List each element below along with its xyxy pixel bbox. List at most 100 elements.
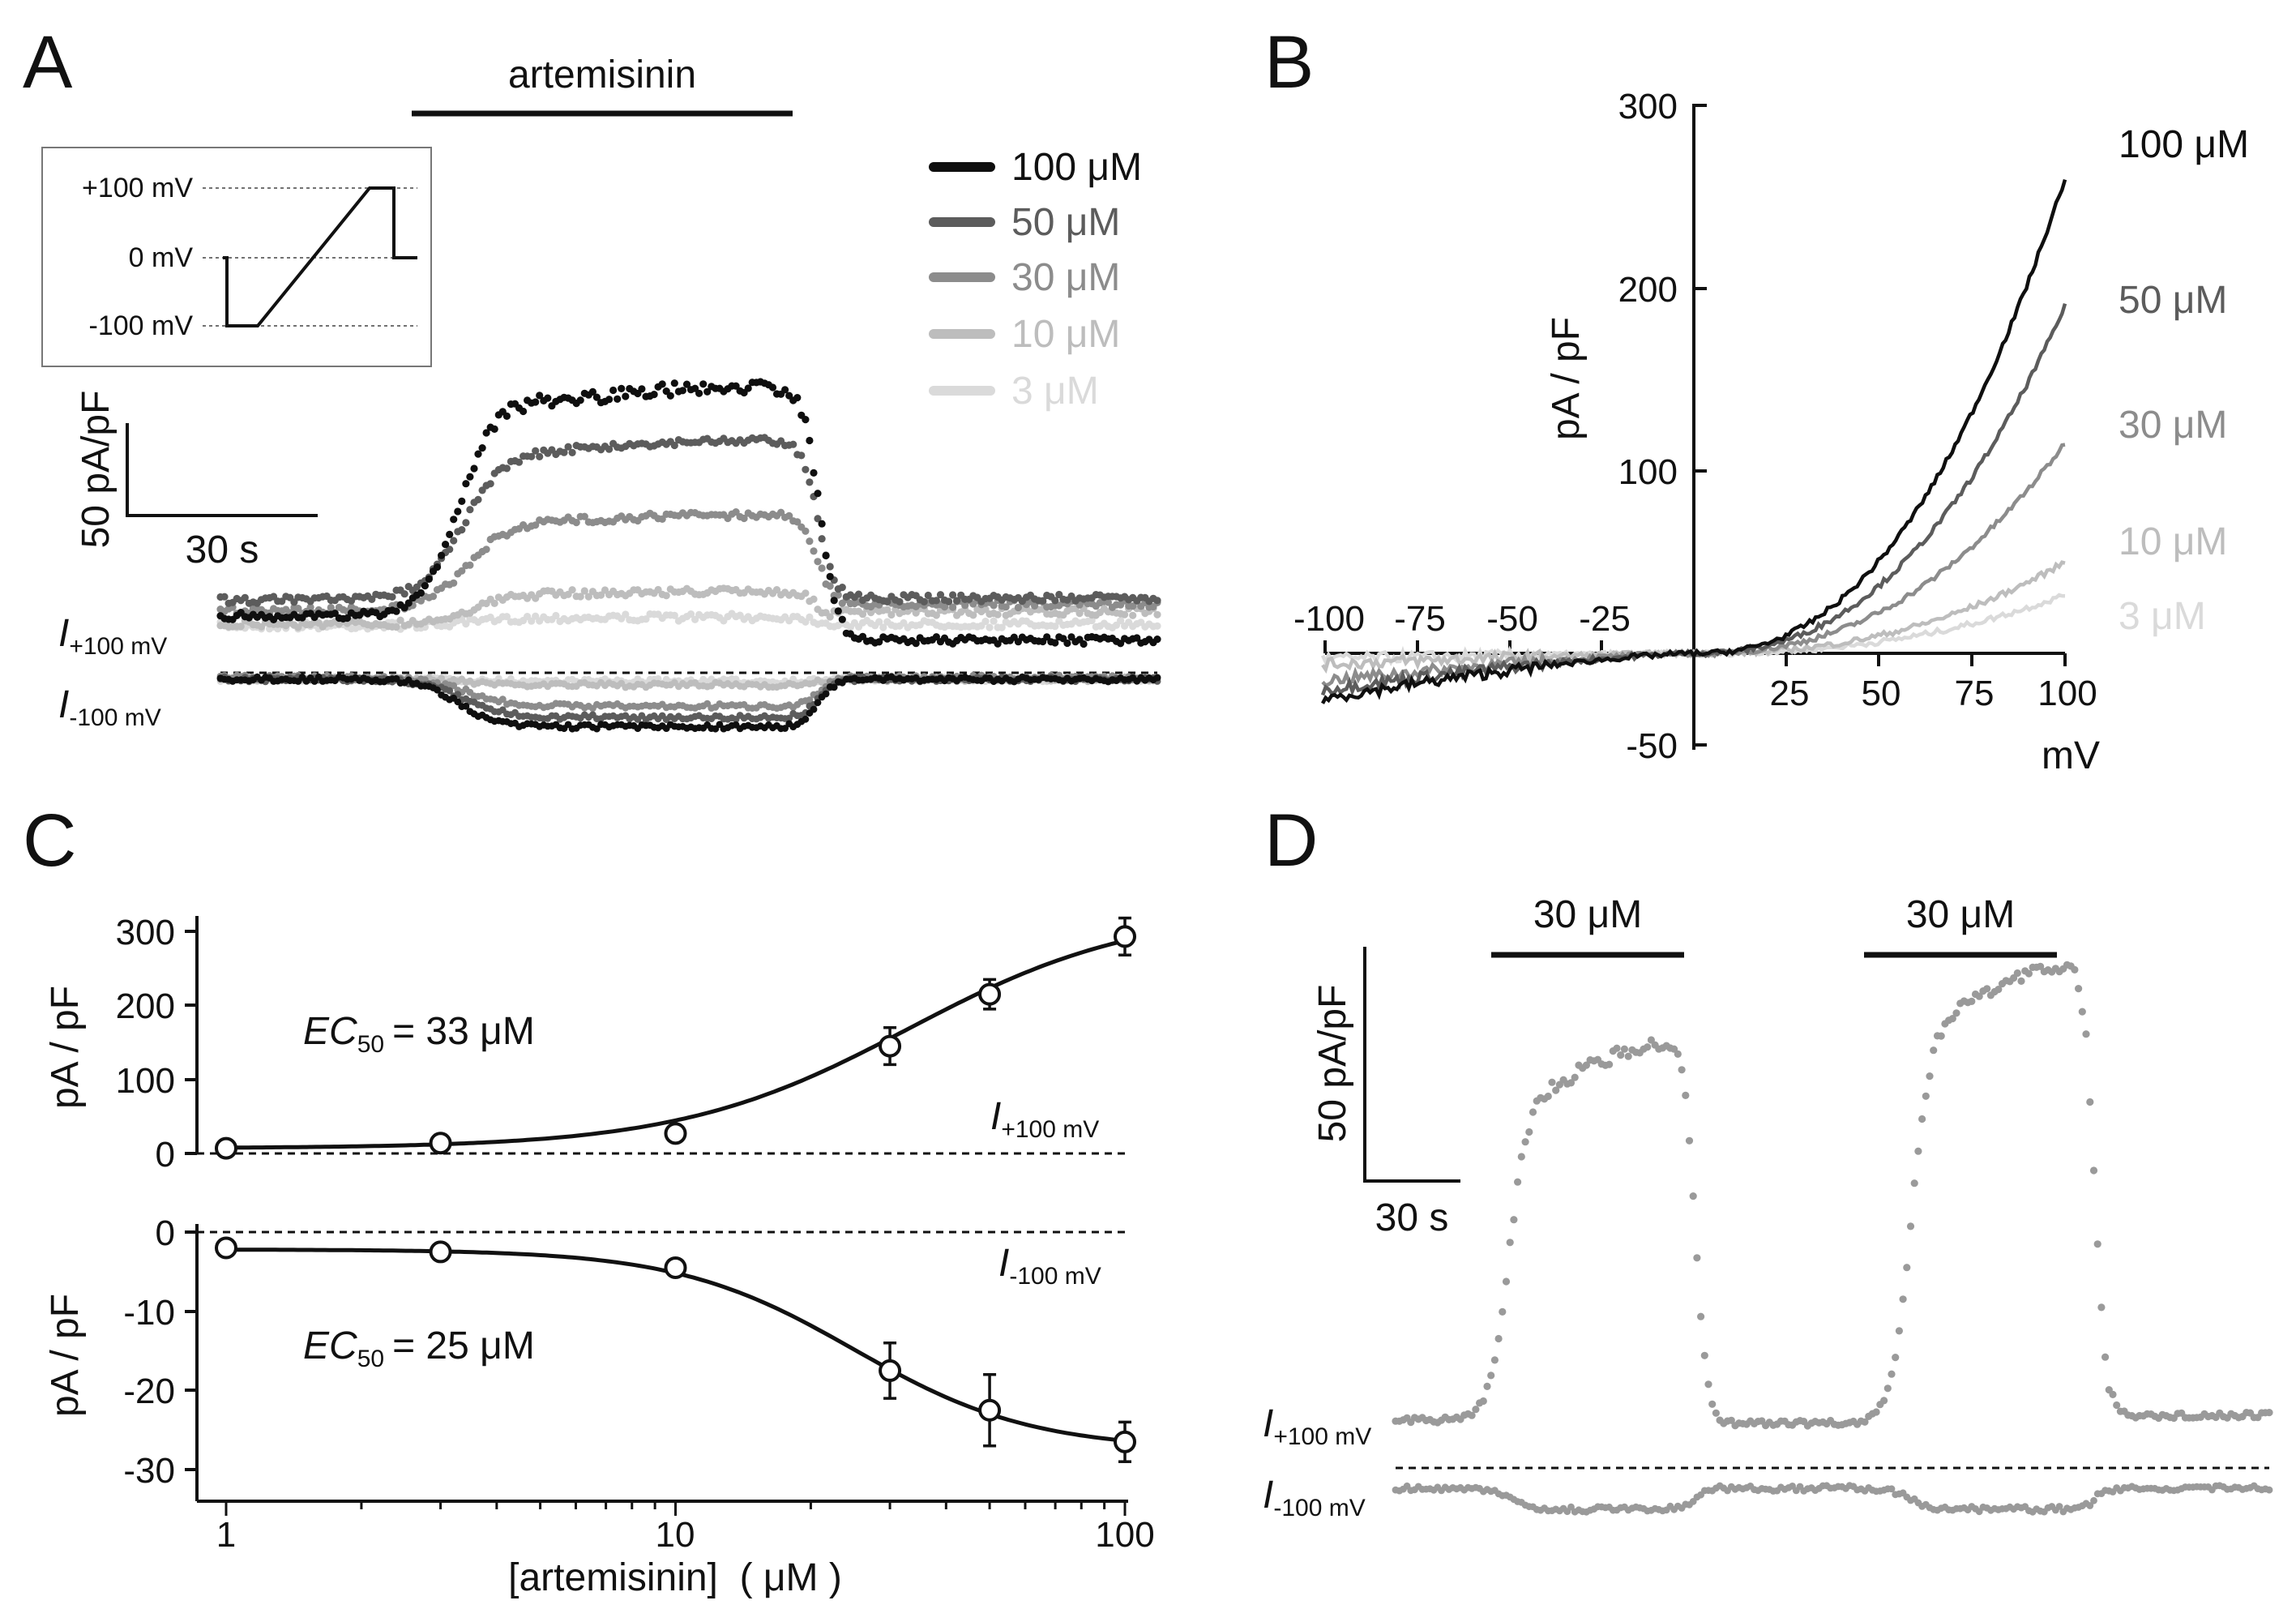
d-point-pos [1689, 1192, 1697, 1200]
a-point-pos-10 [858, 610, 867, 618]
c-top-point [978, 982, 1002, 1006]
d-point-pos [2037, 962, 2045, 970]
d-point-pos [1872, 1408, 1880, 1416]
a-point-pos-50 [466, 506, 474, 514]
c-dose-response-marks [215, 916, 1136, 1463]
d-point-pos [1892, 1354, 1900, 1362]
a-point-pos-3 [986, 623, 994, 631]
a-point-pos-100 [490, 425, 498, 434]
c-top-point [879, 1034, 902, 1058]
a-point-pos-10 [969, 611, 977, 619]
d-point-pos [2265, 1409, 2273, 1417]
d-point-pos [1922, 1092, 1930, 1100]
a-point-pos-3 [1153, 622, 1161, 630]
artemisinin-label: artemisinin [508, 53, 696, 96]
a-point-pos-3 [1117, 617, 1125, 625]
d-point-pos [1468, 1411, 1476, 1419]
d-data-traces [1392, 961, 2273, 1516]
a-point-pos-100 [404, 599, 413, 607]
a-point-pos-50 [924, 591, 932, 600]
a-point-pos-100 [695, 389, 703, 397]
a-point-pos-3 [1088, 616, 1096, 625]
legend-label-100: 100 μM [1011, 146, 1142, 189]
d-point-pos [1624, 1052, 1632, 1060]
a-point-pos-50 [806, 478, 814, 486]
a-point-pos-50 [564, 443, 572, 451]
a-point-pos-3 [622, 610, 630, 618]
scalebar-a [126, 423, 318, 517]
a-point-pos-50 [920, 597, 928, 606]
a-point-pos-100 [682, 380, 691, 388]
a-point-pos-10 [392, 623, 400, 631]
d-point-pos [1514, 1178, 1522, 1186]
c-top-point [429, 1132, 452, 1155]
a-point-neg-100 [814, 699, 822, 707]
b-xtick-label--100: -100 [1293, 599, 1365, 639]
a-point-pos-50 [1153, 597, 1161, 605]
d-point-pos [1613, 1044, 1621, 1052]
a-point-pos-100 [458, 497, 466, 506]
a-point-pos-50 [854, 590, 863, 598]
a-point-pos-50 [953, 597, 961, 605]
c-bottom-point [664, 1256, 687, 1279]
a-point-pos-30 [306, 603, 314, 611]
a-point-pos-30 [450, 579, 458, 587]
a-point-pos-50 [368, 595, 376, 604]
a-point-pos-100 [830, 597, 838, 605]
c-x-ticks [224, 1501, 1127, 1516]
d-point-pos [1483, 1382, 1491, 1390]
a-point-pos-50 [400, 590, 408, 598]
a-point-pos-10 [596, 591, 605, 599]
c-bottom-point [1114, 1430, 1136, 1453]
c-x-axis-label: [artemisinin] ( μM ) [508, 1556, 842, 1599]
a-point-pos-3 [875, 618, 883, 626]
a-point-pos-100 [462, 480, 470, 488]
a-point-pos-100 [678, 387, 687, 395]
a-point-pos-100 [802, 416, 810, 424]
a-point-pos-30 [777, 508, 785, 516]
d-point-pos [1529, 1108, 1537, 1116]
a-point-pos-50 [462, 519, 470, 527]
d-trace-label-pos: I+100 mV [1263, 1402, 1371, 1450]
b-y-axis-label: pA / pF [1545, 317, 1588, 440]
d-trace-label-neg: I-100 mV [1263, 1474, 1366, 1521]
d-point-pos [1571, 1073, 1579, 1081]
scalebar-d-y-label: 50 pA/pF [1311, 985, 1354, 1143]
a-point-pos-10 [772, 586, 781, 594]
d-point-pos [2082, 1030, 2090, 1038]
a-point-pos-3 [879, 623, 887, 631]
a-point-pos-100 [614, 395, 622, 403]
a-point-neg-100 [830, 683, 838, 691]
d-point-pos [2024, 969, 2033, 978]
a-point-pos-100 [732, 382, 740, 390]
panel-label-a: A [23, 21, 73, 104]
b-curve-10 [1321, 560, 2066, 674]
d-point-pos [2109, 1390, 2117, 1398]
d-point-pos [2086, 1098, 2094, 1106]
a-point-pos-30 [327, 603, 335, 612]
d-point-pos [1948, 1015, 1956, 1023]
a-point-pos-50 [949, 591, 957, 599]
a-point-pos-100 [699, 380, 708, 388]
a-point-pos-100 [834, 607, 842, 615]
inset-frame [41, 147, 432, 367]
a-point-pos-50 [936, 591, 945, 599]
a-point-pos-100 [810, 469, 818, 477]
d-point-pos [1880, 1397, 1888, 1405]
d-point-pos [1552, 1086, 1560, 1094]
d-point-pos [2113, 1401, 2121, 1410]
d-point-pos [1914, 1147, 1922, 1155]
a-point-pos-100 [1133, 634, 1141, 642]
a-point-pos-100 [1080, 640, 1088, 648]
a-point-neg-100 [434, 686, 441, 694]
a-point-pos-30 [466, 561, 474, 569]
b-series-label-3: 3 μM [2119, 595, 2206, 638]
a-point-pos-100 [544, 394, 552, 402]
a-point-pos-100 [502, 412, 511, 420]
a-point-neg-50 [446, 687, 454, 695]
d-point-pos [2075, 985, 2083, 993]
a-point-pos-10 [1121, 610, 1129, 618]
a-point-pos-100 [1153, 635, 1161, 644]
inset-label-plus100: +100 mV [82, 173, 193, 203]
c-bottom-ytick-label: -20 [123, 1372, 175, 1411]
